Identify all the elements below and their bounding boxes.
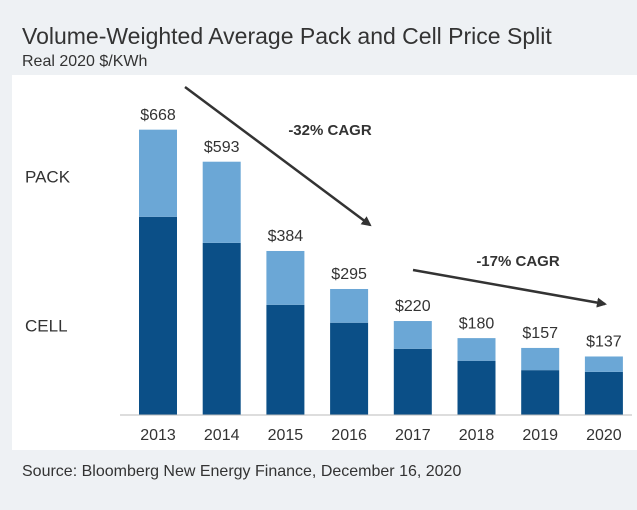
x-tick-label: 2020 [586,427,622,444]
total-label: $157 [522,325,558,342]
total-label: $593 [204,139,240,156]
x-tick-label: 2014 [204,427,240,444]
chart-subtitle: Real 2020 $/KWh [22,53,147,70]
bar-segment [330,288,369,323]
bar-segment [584,371,623,415]
bar-segment [266,250,305,305]
trend-arrow [412,268,607,308]
total-label: $220 [395,298,431,315]
total-label: $295 [331,266,367,283]
bar-segment [393,321,432,349]
bar-segment [202,161,241,243]
x-tick-label: 2013 [140,427,176,444]
bar-segment [521,370,560,415]
bar-segment [139,129,177,217]
source: Source: Bloomberg New Energy Finance, De… [22,463,461,480]
chart-title: Volume-Weighted Average Pack and Cell Pr… [22,23,552,49]
bar-segment [202,242,241,415]
trend-arrow [184,85,372,227]
bar-segment [521,347,560,371]
bar-segment [393,348,432,415]
x-tick-label: 2017 [395,427,431,444]
total-label: $180 [459,315,495,332]
x-tick-label: 2018 [459,427,495,444]
bar-segment [457,338,496,361]
x-tick-label: 2015 [268,427,304,444]
bar-segment [584,356,623,372]
annotation: -17% CAGR [476,253,560,270]
bar-segment [139,216,177,415]
total-label: $384 [268,228,304,245]
annotation: -32% CAGR [288,122,372,139]
total-label: $668 [140,107,176,124]
total-label: $137 [586,334,622,351]
x-tick-label: 2019 [522,427,558,444]
x-tick-label: 2016 [331,427,367,444]
bar-segment [457,360,496,415]
legend-label: CELL [25,316,68,335]
bar-segment [330,322,369,415]
bar-segment [266,304,305,415]
legend-label: PACK [25,167,71,186]
